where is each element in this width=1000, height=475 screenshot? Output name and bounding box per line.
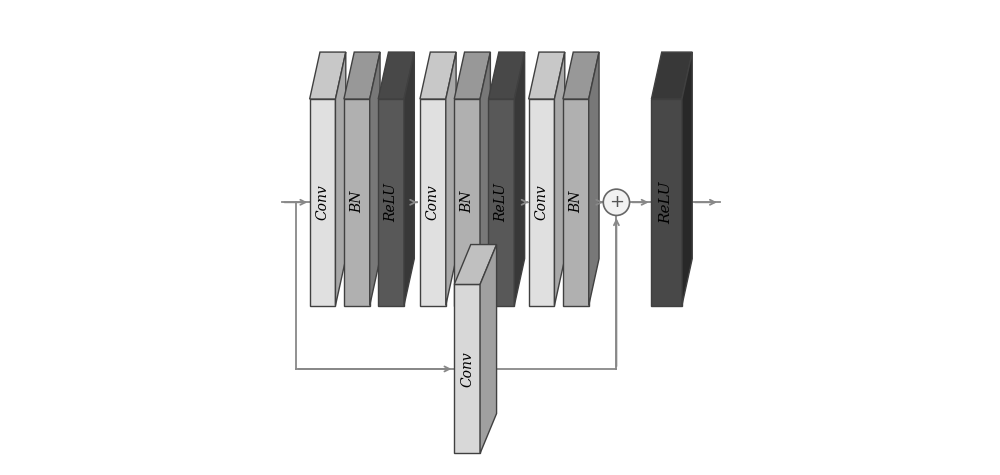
Polygon shape <box>480 245 497 454</box>
Polygon shape <box>480 52 490 305</box>
Polygon shape <box>529 52 565 99</box>
Polygon shape <box>563 52 599 99</box>
Bar <box>378 99 404 305</box>
Bar <box>420 99 446 305</box>
Polygon shape <box>454 245 497 285</box>
Text: ReLU: ReLU <box>384 183 398 222</box>
Polygon shape <box>514 52 525 305</box>
Text: Conv: Conv <box>316 184 330 220</box>
Text: BN: BN <box>569 191 583 213</box>
Bar <box>563 99 589 305</box>
Polygon shape <box>370 52 380 305</box>
Bar <box>651 99 682 305</box>
Polygon shape <box>344 52 380 99</box>
Polygon shape <box>651 52 692 99</box>
Polygon shape <box>446 52 456 305</box>
Text: ReLU: ReLU <box>494 183 508 222</box>
Polygon shape <box>454 52 490 99</box>
Text: +: + <box>609 193 624 211</box>
Bar <box>454 99 480 305</box>
Polygon shape <box>682 52 692 305</box>
Text: Conv: Conv <box>535 184 549 220</box>
Bar <box>488 99 514 305</box>
Polygon shape <box>554 52 565 305</box>
Bar <box>310 99 335 305</box>
Text: Conv: Conv <box>460 351 474 387</box>
Polygon shape <box>310 52 346 99</box>
Circle shape <box>603 189 630 216</box>
Bar <box>344 99 370 305</box>
Text: ReLU: ReLU <box>660 181 674 224</box>
Polygon shape <box>420 52 456 99</box>
Polygon shape <box>378 52 414 99</box>
Bar <box>454 285 480 454</box>
Polygon shape <box>335 52 346 305</box>
Text: BN: BN <box>460 191 474 213</box>
Bar <box>529 99 554 305</box>
Text: BN: BN <box>350 191 364 213</box>
Polygon shape <box>488 52 525 99</box>
Polygon shape <box>404 52 414 305</box>
Polygon shape <box>589 52 599 305</box>
Text: Conv: Conv <box>426 184 440 220</box>
